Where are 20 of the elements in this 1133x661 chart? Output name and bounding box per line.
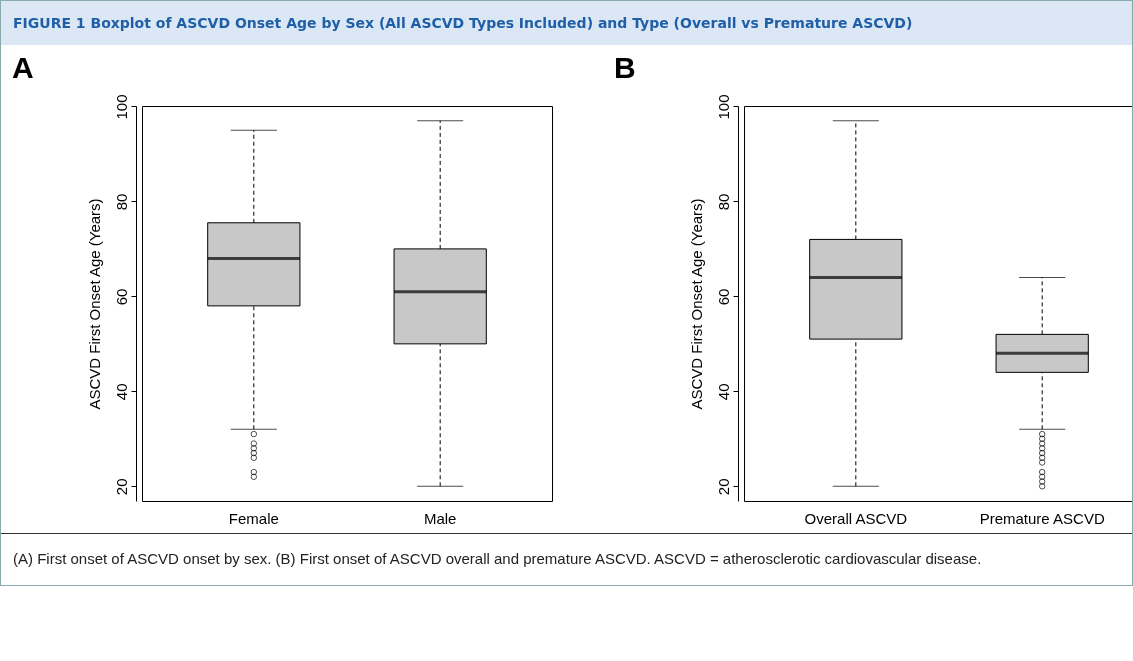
chart-title: A: [12, 50, 34, 84]
y-tick-label: 20: [714, 478, 732, 496]
text: (A) First onset of ASCVD onset by sex. (B) First onset of ASCVD overall and premature ASCVD. ASCVD = atherosclerotic cardiovascular disease.: [1, 533, 1132, 585]
y-axis-title: ASCVD First Onset Age (Years): [85, 198, 103, 410]
x-tick-label: Overall ASCVD: [804, 509, 908, 527]
chart-title: B: [614, 50, 636, 84]
y-tick-label: 60: [112, 288, 130, 306]
caption: FIGURE 1 Boxplot of ASCVD Onset Age by Sex (All ASCVD Types Included) and Type (Overall vs Premature ASCVD): [1, 1, 1132, 45]
y-tick-label: 40: [714, 383, 732, 401]
y-tick-label: 100: [112, 94, 130, 120]
y-tick-label: 60: [714, 288, 732, 306]
x-tick-label: Premature ASCVD: [979, 509, 1105, 527]
y-axis-title: ASCVD First Onset Age (Years): [687, 198, 705, 410]
y-tick-label: 100: [714, 94, 732, 120]
x-tick-label: Female: [228, 509, 279, 527]
x-tick-label: Male: [423, 509, 457, 527]
y-tick-label: 20: [112, 478, 130, 496]
y-tick-label: 40: [112, 383, 130, 401]
y-tick-label: 80: [112, 193, 130, 211]
y-tick-label: 80: [714, 193, 732, 211]
